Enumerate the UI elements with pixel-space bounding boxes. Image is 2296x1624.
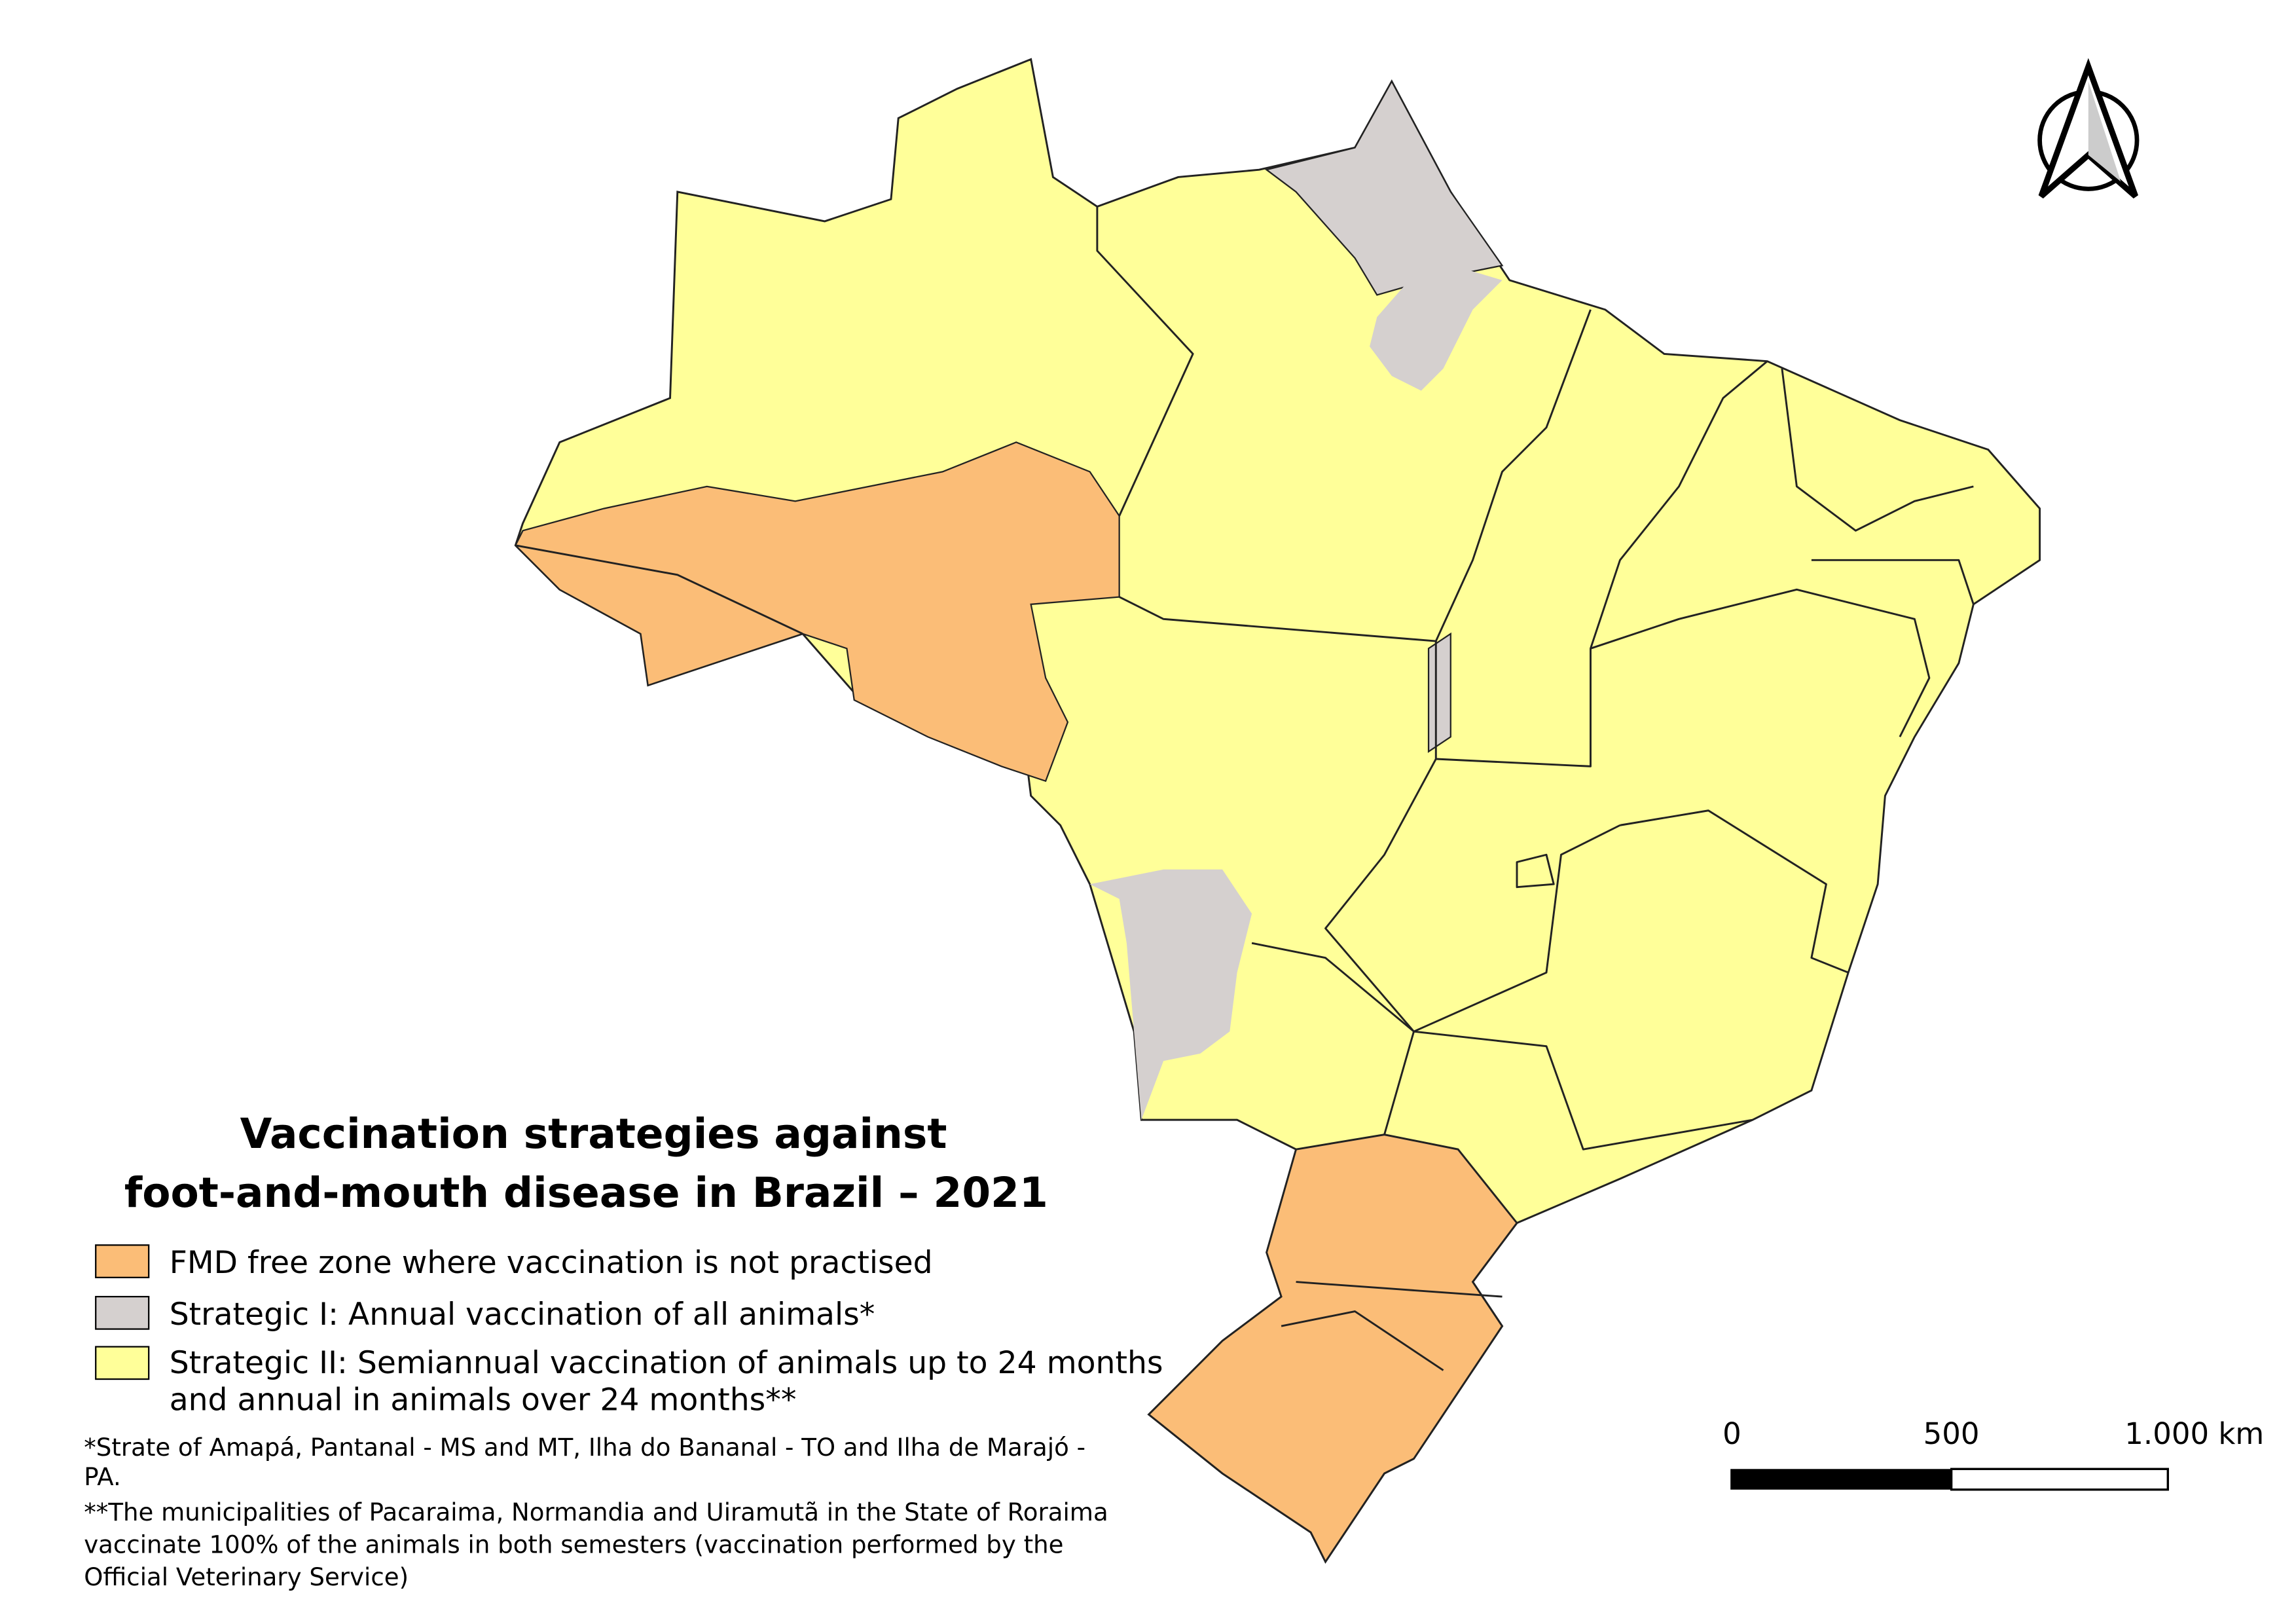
legend-swatch xyxy=(95,1295,150,1330)
state-border xyxy=(1413,1030,1753,1151)
title: Vaccination strategies against xyxy=(240,1110,947,1158)
note-line: *Strate of Amapá, Pantanal - MS and MT, … xyxy=(84,1433,1085,1462)
title: foot-and-mouth disease in Brazil – 2021 xyxy=(124,1169,1048,1217)
note-line: PA. xyxy=(84,1463,121,1491)
state-border xyxy=(1096,206,1194,517)
north-arrow-shade xyxy=(2088,81,2121,182)
scale-bar-light xyxy=(1950,1467,2169,1491)
legend-swatch xyxy=(95,1346,150,1380)
legend-swatch xyxy=(95,1244,150,1278)
scale-label: 1.000 km xyxy=(2124,1416,2264,1451)
legend-label: and annual in animals over 24 months** xyxy=(170,1382,797,1418)
state-border xyxy=(515,544,803,635)
state-border xyxy=(1781,368,1974,532)
legend-label: FMD free zone where vaccination is not p… xyxy=(170,1245,933,1281)
legend-label: Strategic I: Annual vaccination of all a… xyxy=(170,1297,875,1333)
note-line: Official Veterinary Service) xyxy=(84,1563,409,1591)
scale-label: 500 xyxy=(1923,1416,1980,1451)
marajo xyxy=(1370,258,1503,391)
state-border xyxy=(1434,360,1768,767)
state-border xyxy=(1251,942,1415,1135)
bananal xyxy=(1427,632,1451,753)
state-border xyxy=(1118,596,1436,642)
state-border xyxy=(1296,1281,1503,1298)
notes: *Strate of Amapá, Pantanal - MS and MT, … xyxy=(84,1433,1108,1591)
legend: FMD free zone where vaccination is not p… xyxy=(95,1244,1163,1418)
fmd-free-south xyxy=(1147,1134,1518,1564)
note-line: vaccinate 100% of the animals in both se… xyxy=(84,1531,1063,1559)
brazil-map xyxy=(514,58,2041,1564)
state-border xyxy=(1620,809,1849,974)
scale-bar-dark xyxy=(1730,1469,1952,1490)
state-border xyxy=(1281,1310,1444,1371)
federal-district xyxy=(1516,853,1555,889)
fmd-free-north xyxy=(514,441,1120,783)
scale-label: 0 xyxy=(1722,1416,1741,1451)
note-line: **The municipalities of Pacaraima, Norma… xyxy=(84,1498,1108,1526)
scale-bar: 0 500 1.000 km xyxy=(1722,1416,2264,1491)
state-border xyxy=(1434,309,1592,642)
state-border xyxy=(1590,588,1931,737)
pantanal xyxy=(1089,869,1252,1120)
legend-label: Strategic II: Semiannual vaccination of … xyxy=(170,1345,1163,1381)
state-border xyxy=(1811,559,1975,605)
north-arrow xyxy=(2037,58,2140,199)
